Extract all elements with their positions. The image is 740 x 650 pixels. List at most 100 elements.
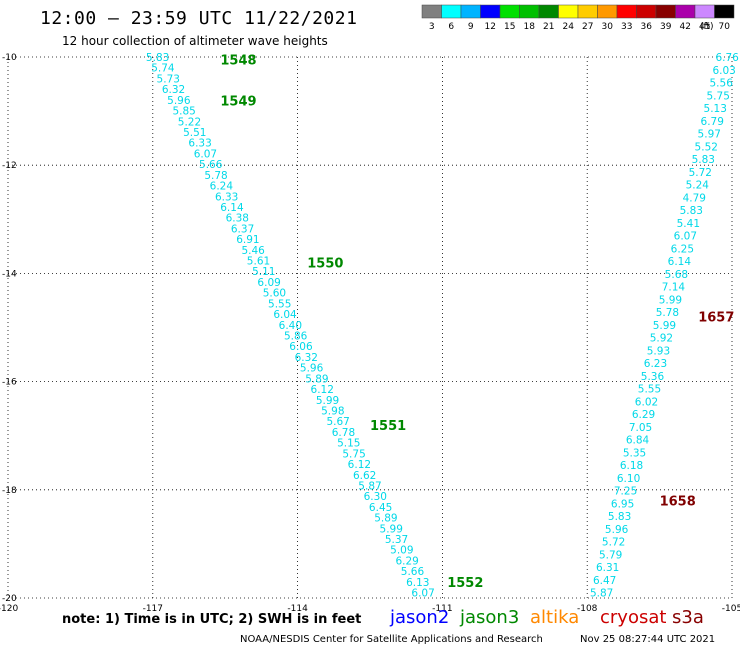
wave-height-value: 6.12 xyxy=(311,384,334,396)
wave-height-value: 5.61 xyxy=(247,256,270,268)
satellite-s3a: s3a xyxy=(672,607,704,628)
wave-height-value: 5.51 xyxy=(183,127,206,139)
legend-label: 30 xyxy=(602,22,614,32)
wave-height-value: 5.99 xyxy=(316,395,339,407)
wave-height-value: 5.55 xyxy=(638,384,661,396)
wave-height-value: 6.23 xyxy=(644,358,667,370)
lat-tick-label: -20 xyxy=(2,594,17,604)
wave-height-value: 6.38 xyxy=(226,213,249,225)
wave-height-value: 7.14 xyxy=(662,282,686,294)
legend-label: 18 xyxy=(524,22,536,32)
wave-height-value: 5.86 xyxy=(284,331,308,343)
wave-height-value: 5.72 xyxy=(689,167,712,179)
lat-tick-label: -14 xyxy=(2,269,17,279)
legend-swatch xyxy=(460,4,481,19)
legend-unit: (ft) xyxy=(700,22,714,32)
wave-height-value: 7.25 xyxy=(614,486,637,498)
legend-swatch xyxy=(694,4,715,19)
legend-swatch xyxy=(499,4,520,19)
wave-height-value: 5.78 xyxy=(656,307,679,319)
wave-height-value: 5.75 xyxy=(342,448,365,460)
pass-number-label: 1552 xyxy=(447,576,483,591)
wave-height-value: 5.72 xyxy=(602,537,625,549)
wave-height-value: 5.66 xyxy=(199,159,223,171)
legend-label: 15 xyxy=(504,22,515,32)
satellite-altika: altika xyxy=(530,607,580,628)
wave-height-value: 6.84 xyxy=(626,435,650,447)
wave-height-value: 6.04 xyxy=(273,309,297,321)
legend-swatch xyxy=(636,4,657,19)
wave-height-value: 5.85 xyxy=(172,106,195,118)
wave-height-value: 5.92 xyxy=(650,333,673,345)
legend-label: 12 xyxy=(485,22,496,32)
legend-label: 21 xyxy=(543,22,554,32)
lon-tick-label: -117 xyxy=(143,604,163,614)
lat-tick-label: -16 xyxy=(2,378,17,388)
wave-height-value: 6.24 xyxy=(210,181,234,193)
wave-height-value: 6.32 xyxy=(295,352,318,364)
legend-swatch xyxy=(421,4,442,19)
wave-height-value: 6.10 xyxy=(617,473,640,485)
wave-height-value: 5.37 xyxy=(385,534,408,546)
wave-height-value: 6.29 xyxy=(395,555,418,567)
wave-height-value: 6.31 xyxy=(596,562,619,574)
wave-height-value: 7.05 xyxy=(629,422,652,434)
wave-height-value: 6.47 xyxy=(593,575,616,587)
legend-swatch xyxy=(714,4,735,19)
wave-height-value: 6.07 xyxy=(674,231,697,243)
legend-label: 36 xyxy=(641,22,653,32)
wave-height-value: 6.29 xyxy=(632,409,655,421)
wave-height-value: 5.89 xyxy=(305,373,328,385)
wave-height-value: 6.14 xyxy=(668,256,692,268)
wave-height-value: 6.25 xyxy=(671,243,694,255)
legend-label: 39 xyxy=(660,22,672,32)
wave-height-value: 6.18 xyxy=(620,460,643,472)
wave-height-value: 5.13 xyxy=(704,103,727,115)
wave-height-value: 6.30 xyxy=(364,491,387,503)
wave-height-value: 5.89 xyxy=(374,513,397,525)
legend-label: 9 xyxy=(468,22,474,32)
wave-height-value: 6.13 xyxy=(406,577,429,589)
wave-height-value: 5.09 xyxy=(390,545,413,557)
wave-height-value: 5.15 xyxy=(337,438,360,450)
wave-height-value: 6.76 xyxy=(715,52,739,64)
wave-height-value: 6.12 xyxy=(348,459,371,471)
wave-height-value: 5.68 xyxy=(665,269,688,281)
wave-height-value: 5.66 xyxy=(401,566,425,578)
wave-height-value: 5.83 xyxy=(680,205,703,217)
wave-height-value: 5.96 xyxy=(605,524,629,536)
wave-height-value: 5.67 xyxy=(326,416,349,428)
wave-height-value: 5.22 xyxy=(178,116,201,128)
satellite-cryosat: cryosat xyxy=(600,607,667,628)
wave-height-value: 5.97 xyxy=(698,129,721,141)
legend-label: 27 xyxy=(582,22,593,32)
wave-height-value: 6.33 xyxy=(215,191,238,203)
wave-height-value: 5.41 xyxy=(677,218,700,230)
legend-swatch xyxy=(558,4,579,19)
lon-tick-label: -120 xyxy=(0,604,18,614)
wave-height-value: 6.09 xyxy=(257,277,280,289)
pass-number-label: 1657 xyxy=(698,311,734,326)
wave-height-value: 6.02 xyxy=(635,396,658,408)
lon-tick-label: -108 xyxy=(577,604,598,614)
legend-label: 42 xyxy=(680,22,691,32)
wave-height-value: 6.07 xyxy=(411,588,434,600)
wave-height-value: 5.98 xyxy=(321,405,344,417)
pass-number-label: 1548 xyxy=(220,54,256,69)
wave-height-value: 5.99 xyxy=(653,320,676,332)
wave-height-value: 5.73 xyxy=(157,73,180,85)
wave-height-value: 5.74 xyxy=(151,63,175,75)
legend-swatch xyxy=(616,4,637,19)
legend-swatch xyxy=(538,4,559,19)
pass-number-label: 1549 xyxy=(220,94,256,109)
wave-height-value: 5.96 xyxy=(300,363,324,375)
wave-height-value: 5.55 xyxy=(268,298,291,310)
wave-height-value: 5.83 xyxy=(608,511,631,523)
legend-swatch xyxy=(597,4,618,19)
legend-swatch xyxy=(480,4,501,19)
wave-height-value: 6.45 xyxy=(369,502,392,514)
wave-height-value: 5.99 xyxy=(380,523,403,535)
wave-height-value: 6.14 xyxy=(220,202,244,214)
wave-height-value: 5.75 xyxy=(707,90,730,102)
wave-height-value: 6.91 xyxy=(236,234,259,246)
